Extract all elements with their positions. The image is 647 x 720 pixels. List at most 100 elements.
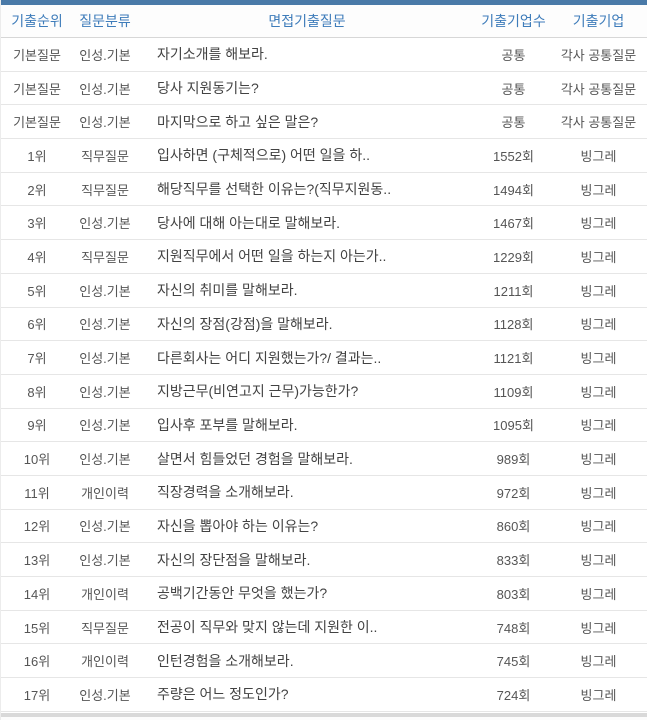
question-cell: 자신의 장단점을 말해보라. <box>157 551 311 568</box>
count-cell: 1467회 <box>493 216 534 232</box>
table-row[interactable]: 기본질문 인성.기본 당사 지원동기는? 공통 각사 공통질문 <box>1 71 647 106</box>
company-cell: 빙그레 <box>580 182 617 198</box>
category-cell: 인성.기본 <box>79 351 131 367</box>
question-cell: 직장경력을 소개해보라. <box>157 484 294 501</box>
company-cell: 각사 공통질문 <box>560 47 637 63</box>
count-cell: 745회 <box>496 654 531 670</box>
company-cell: 빙그레 <box>580 452 617 468</box>
company-cell: 빙그레 <box>580 317 617 333</box>
table-row[interactable]: 16위 개인이력 인턴경험을 소개해보라. 745회 빙그레 <box>1 644 647 679</box>
table-row[interactable]: 11위 개인이력 직장경력을 소개해보라. 972회 빙그레 <box>1 475 647 510</box>
rank-cell: 16위 <box>23 654 51 670</box>
category-cell: 인성.기본 <box>79 553 131 569</box>
question-cell: 지방근무(비연고지 근무)가능한가? <box>157 383 359 400</box>
question-cell: 입사후 포부를 말해보라. <box>157 416 298 433</box>
count-cell: 748회 <box>496 620 531 636</box>
rank-cell: 13위 <box>23 553 51 569</box>
table-row[interactable]: 4위 직무질문 지원직무에서 어떤 일을 하는지 아는가.. 1229회 빙그레 <box>1 240 647 274</box>
rank-cell: 12위 <box>23 519 51 535</box>
count-cell: 724회 <box>496 687 531 703</box>
company-cell: 빙그레 <box>580 283 617 299</box>
table-bottom-gap <box>1 711 647 713</box>
company-cell: 빙그레 <box>580 654 617 670</box>
table-row[interactable]: 기본질문 인성.기본 마지막으로 하고 싶은 말은? 공통 각사 공통질문 <box>1 105 647 140</box>
question-cell: 해당직무를 선택한 이유는?(직무지원동.. <box>157 181 392 198</box>
category-cell: 직무질문 <box>81 249 129 265</box>
rank-cell: 15위 <box>23 620 51 636</box>
company-cell: 빙그레 <box>580 485 617 501</box>
table-row[interactable]: 기본질문 인성.기본 자기소개를 해보라. 공통 각사 공통질문 <box>1 38 647 72</box>
column-header-company: 기출기업 <box>572 13 625 29</box>
question-cell: 마지막으로 하고 싶은 말은? <box>157 113 319 130</box>
table-row[interactable]: 13위 인성.기본 자신의 장단점을 말해보라. 833회 빙그레 <box>1 543 647 577</box>
table-top-accent-bar <box>1 0 647 5</box>
category-cell: 개인이력 <box>81 586 129 602</box>
category-cell: 직무질문 <box>81 148 129 164</box>
company-cell: 빙그레 <box>580 553 617 569</box>
question-cell: 지원직무에서 어떤 일을 하는지 아는가.. <box>157 248 387 265</box>
table-row[interactable]: 1위 직무질문 입사하면 (구체적으로) 어떤 일을 하.. 1552회 빙그레 <box>1 139 647 173</box>
table-row[interactable]: 12위 인성.기본 자신을 뽑아야 하는 이유는? 860회 빙그레 <box>1 509 647 544</box>
question-cell: 전공이 직무와 맞지 않는데 지원한 이.. <box>157 619 378 636</box>
count-cell: 1552회 <box>493 148 534 164</box>
count-cell: 1095회 <box>493 418 534 434</box>
rank-cell: 2위 <box>27 182 47 198</box>
count-cell: 공통 <box>501 81 526 97</box>
category-cell: 인성.기본 <box>79 283 131 299</box>
company-cell: 빙그레 <box>580 216 617 232</box>
rank-cell: 17위 <box>23 687 51 703</box>
count-cell: 공통 <box>501 115 526 131</box>
count-cell: 1128회 <box>493 317 534 333</box>
table-row[interactable]: 9위 인성.기본 입사후 포부를 말해보라. 1095회 빙그레 <box>1 408 647 443</box>
company-cell: 빙그레 <box>580 249 617 265</box>
category-cell: 인성.기본 <box>79 317 131 333</box>
company-cell: 각사 공통질문 <box>560 115 637 131</box>
rank-cell: 6위 <box>27 317 47 333</box>
rank-cell: 8위 <box>27 384 47 400</box>
count-cell: 989회 <box>496 452 531 468</box>
table-row[interactable]: 15위 직무질문 전공이 직무와 맞지 않는데 지원한 이.. 748회 빙그레 <box>1 610 647 645</box>
company-cell: 빙그레 <box>580 687 617 703</box>
category-cell: 인성.기본 <box>79 687 131 703</box>
question-cell: 주량은 어느 정도인가? <box>157 686 289 703</box>
rank-cell: 7위 <box>27 351 47 367</box>
table-row[interactable]: 2위 직무질문 해당직무를 선택한 이유는?(직무지원동.. 1494회 빙그레 <box>1 172 647 207</box>
count-cell: 1229회 <box>493 249 534 265</box>
question-cell: 인턴경험을 소개해보라. <box>157 652 294 669</box>
category-cell: 인성.기본 <box>79 47 131 63</box>
table-row[interactable]: 17위 인성.기본 주량은 어느 정도인가? 724회 빙그레 <box>1 678 647 712</box>
company-cell: 빙그레 <box>580 620 617 636</box>
rank-cell: 11위 <box>24 485 50 501</box>
rank-cell: 4위 <box>27 249 47 265</box>
question-cell: 자기소개를 해보라. <box>157 46 268 63</box>
count-cell: 1121회 <box>493 351 534 367</box>
rank-cell: 3위 <box>27 216 47 232</box>
rank-cell: 5위 <box>27 283 47 299</box>
category-cell: 인성.기본 <box>79 452 131 468</box>
table-row[interactable]: 8위 인성.기본 지방근무(비연고지 근무)가능한가? 1109회 빙그레 <box>1 374 647 409</box>
category-cell: 인성.기본 <box>79 216 131 232</box>
table-row[interactable]: 14위 개인이력 공백기간동안 무엇을 했는가? 803회 빙그레 <box>1 577 647 611</box>
horizontal-scrollbar[interactable] <box>1 712 647 717</box>
question-cell: 다른회사는 어디 지원했는가?/ 결과는.. <box>157 349 382 366</box>
question-cell: 자신을 뽑아야 하는 이유는? <box>157 517 319 534</box>
question-cell: 당사 지원동기는? <box>157 80 259 97</box>
table-body: 기본질문 인성.기본 자기소개를 해보라. 공통 각사 공통질문 기본질문 인성.기본 당사 … <box>1 38 647 712</box>
rank-cell: 기본질문 <box>13 115 61 131</box>
table-row[interactable]: 3위 인성.기본 당사에 대해 아는대로 말해보라. 1467회 빙그레 <box>1 206 647 241</box>
bottom-fill <box>1 716 647 720</box>
rank-cell: 9위 <box>27 418 47 434</box>
table-row[interactable]: 6위 인성.기본 자신의 장점(강점)을 말해보라. 1128회 빙그레 <box>1 307 647 342</box>
question-cell: 자신의 취미를 말해보라. <box>157 282 298 299</box>
table-row[interactable]: 10위 인성.기본 살면서 힘들었던 경험을 말해보라. 989회 빙그레 <box>1 442 647 476</box>
table-row[interactable]: 7위 인성.기본 다른회사는 어디 지원했는가?/ 결과는.. 1121회 빙그레 <box>1 341 647 375</box>
rank-cell: 기본질문 <box>13 47 61 63</box>
table-row[interactable]: 5위 인성.기본 자신의 취미를 말해보라. 1211회 빙그레 <box>1 273 647 308</box>
question-cell: 살면서 힘들었던 경험을 말해보라. <box>157 450 353 467</box>
company-cell: 빙그레 <box>580 586 617 602</box>
category-cell: 인성.기본 <box>79 384 131 400</box>
rank-cell: 1위 <box>27 148 47 164</box>
count-cell: 972회 <box>496 485 531 501</box>
count-cell: 860회 <box>496 519 531 535</box>
